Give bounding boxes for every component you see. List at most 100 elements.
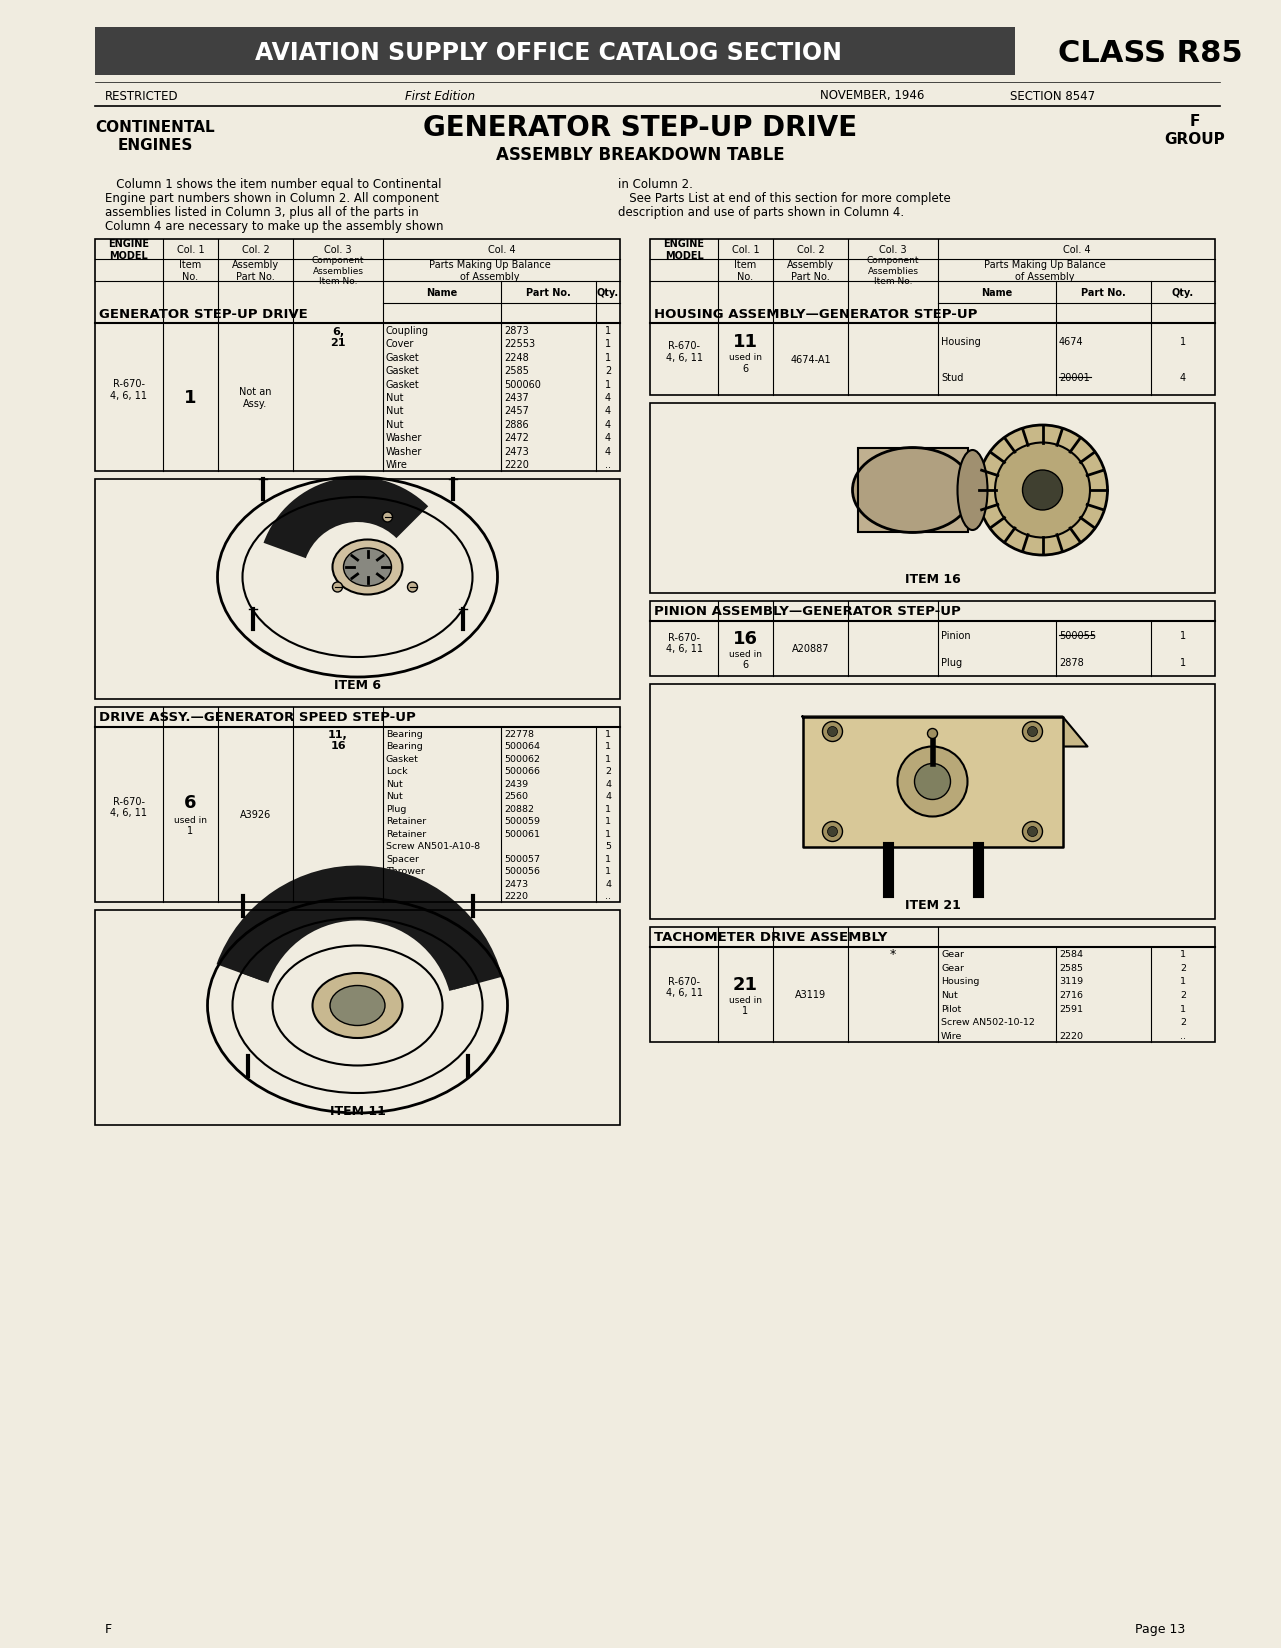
Text: 500055: 500055: [1059, 631, 1097, 641]
Text: Screw AN501-A10-8: Screw AN501-A10-8: [386, 842, 480, 850]
Text: 2457: 2457: [503, 405, 529, 417]
Text: 1: 1: [605, 829, 611, 839]
Text: Nut: Nut: [386, 791, 402, 801]
Text: 500066: 500066: [503, 766, 541, 776]
Ellipse shape: [995, 443, 1090, 539]
Text: See Parts List at end of this section for more complete: See Parts List at end of this section fo…: [617, 191, 951, 204]
Text: ENGINES: ENGINES: [118, 138, 192, 153]
Text: Part No.: Part No.: [526, 288, 571, 298]
Text: First Edition: First Edition: [405, 89, 475, 102]
Text: 1: 1: [1180, 658, 1186, 667]
Text: Stud: Stud: [942, 372, 963, 382]
Circle shape: [383, 513, 392, 522]
Bar: [649, 602, 1214, 677]
Text: R-670-
4, 6, 11: R-670- 4, 6, 11: [110, 796, 147, 817]
Ellipse shape: [852, 448, 972, 534]
Text: 6: 6: [184, 794, 197, 812]
Text: Engine part numbers shown in Column 2. All component: Engine part numbers shown in Column 2. A…: [105, 191, 439, 204]
Text: 2716: 2716: [1059, 990, 1082, 999]
Wedge shape: [223, 448, 447, 552]
Text: 4674: 4674: [1059, 336, 1084, 346]
Ellipse shape: [957, 450, 988, 531]
Text: R-670-
4, 6, 11: R-670- 4, 6, 11: [110, 379, 147, 400]
Text: Cover: Cover: [386, 339, 414, 349]
Text: Lock: Lock: [386, 766, 407, 776]
Text: 5: 5: [605, 842, 611, 850]
Circle shape: [915, 765, 951, 799]
Circle shape: [1027, 827, 1038, 837]
Text: 1: 1: [605, 353, 611, 363]
Text: NOVEMBER, 1946: NOVEMBER, 1946: [820, 89, 925, 102]
Text: Spacer: Spacer: [386, 854, 419, 864]
Text: Nut: Nut: [386, 405, 404, 417]
Text: Qty.: Qty.: [597, 288, 619, 298]
Text: 2: 2: [1180, 1017, 1186, 1027]
Text: R-670-
4, 6, 11: R-670- 4, 6, 11: [666, 341, 702, 363]
Text: Parts Making Up Balance
of Assembly: Parts Making Up Balance of Assembly: [984, 260, 1106, 282]
Text: 500062: 500062: [503, 755, 541, 763]
Text: 2439: 2439: [503, 780, 528, 788]
Wedge shape: [264, 478, 428, 559]
Text: Wire: Wire: [386, 892, 407, 901]
Text: Qty.: Qty.: [1172, 288, 1194, 298]
Text: R-670-
4, 6, 11: R-670- 4, 6, 11: [666, 976, 702, 997]
Text: A20887: A20887: [792, 644, 829, 654]
Text: 1: 1: [1180, 977, 1186, 986]
Text: in Column 2.: in Column 2.: [617, 178, 693, 191]
Text: Plug: Plug: [386, 804, 406, 812]
Circle shape: [898, 747, 967, 817]
Text: 2584: 2584: [1059, 949, 1082, 959]
Text: 1: 1: [605, 730, 611, 738]
Ellipse shape: [330, 986, 386, 1025]
Text: Coupling: Coupling: [386, 326, 429, 336]
Text: F: F: [105, 1623, 113, 1635]
Text: Gasket: Gasket: [386, 755, 419, 763]
Text: ITEM 6: ITEM 6: [334, 679, 380, 692]
Text: 4: 4: [1180, 372, 1186, 382]
Text: 2220: 2220: [503, 892, 528, 901]
Text: 500056: 500056: [503, 867, 541, 875]
Bar: [649, 684, 1214, 920]
Text: 2: 2: [605, 766, 611, 776]
Text: Col. 4: Col. 4: [1063, 246, 1090, 255]
Circle shape: [1022, 722, 1043, 742]
Wedge shape: [240, 892, 478, 992]
Text: Page 13: Page 13: [1135, 1623, 1185, 1635]
Text: Assembly
Part No.: Assembly Part No.: [232, 260, 279, 282]
Text: Part No.: Part No.: [1081, 288, 1126, 298]
Text: 4: 4: [605, 392, 611, 402]
Text: 2886: 2886: [503, 420, 529, 430]
Text: Bearing: Bearing: [386, 730, 423, 738]
Text: A3926: A3926: [240, 811, 272, 821]
Text: RESTRICTED: RESTRICTED: [105, 89, 178, 102]
Text: used in: used in: [174, 816, 208, 824]
Text: Gasket: Gasket: [386, 379, 420, 389]
Text: Washer: Washer: [386, 433, 423, 443]
Bar: [649, 241, 1214, 396]
Text: PINION ASSEMBLY—GENERATOR STEP-UP: PINION ASSEMBLY—GENERATOR STEP-UP: [655, 605, 961, 618]
Text: Retainer: Retainer: [386, 829, 427, 839]
Text: 6: 6: [743, 661, 748, 671]
Text: ASSEMBLY BREAKDOWN TABLE: ASSEMBLY BREAKDOWN TABLE: [496, 147, 784, 163]
Text: used in: used in: [729, 649, 762, 659]
Text: Retainer: Retainer: [386, 817, 427, 826]
Text: 2: 2: [1180, 990, 1186, 999]
Text: 1: 1: [605, 817, 611, 826]
Text: 1: 1: [605, 742, 611, 751]
Text: Pilot: Pilot: [942, 1004, 961, 1014]
Text: used in: used in: [729, 995, 762, 1004]
Text: 2437: 2437: [503, 392, 529, 402]
Text: GENERATOR STEP-UP DRIVE: GENERATOR STEP-UP DRIVE: [99, 307, 307, 320]
Circle shape: [828, 727, 838, 737]
Text: Thrower: Thrower: [386, 867, 425, 875]
Text: 3119: 3119: [1059, 977, 1084, 986]
Text: 2220: 2220: [503, 460, 529, 470]
Circle shape: [1022, 822, 1043, 842]
Circle shape: [927, 728, 938, 738]
Text: 4: 4: [605, 880, 611, 888]
Text: GROUP: GROUP: [1164, 132, 1226, 147]
Text: ENGINE
MODEL: ENGINE MODEL: [664, 239, 705, 260]
Text: Name: Name: [981, 288, 1012, 298]
Text: R-670-
4, 6, 11: R-670- 4, 6, 11: [666, 633, 702, 654]
Text: 16: 16: [733, 630, 758, 648]
